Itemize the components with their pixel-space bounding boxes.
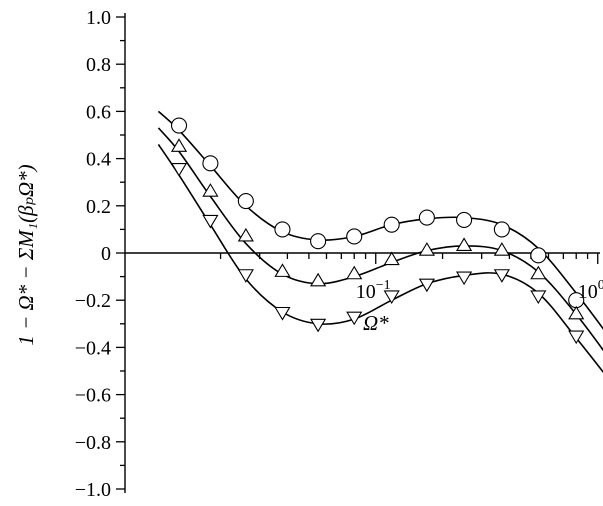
- triangle-down-marker: [170, 162, 188, 177]
- triangle-up-marker: [170, 138, 188, 152]
- triangle-up-marker: [383, 251, 400, 266]
- triangle-down-marker: [202, 214, 219, 229]
- y-tick-label: −1.0: [75, 479, 111, 501]
- y-tick-label: 0.4: [86, 149, 111, 171]
- circle-marker: [237, 193, 254, 210]
- triangle-down-marker: [455, 271, 473, 286]
- y-tick-label: 0.2: [86, 196, 111, 218]
- x-tick-label: 10−1: [356, 278, 391, 303]
- triangle-up-marker: [202, 183, 219, 197]
- circle-marker: [383, 216, 400, 233]
- triangle-up-marker: [274, 263, 291, 277]
- axes-group: [116, 13, 600, 493]
- triangle-down-marker: [568, 330, 585, 345]
- x-tick-label: 100: [578, 278, 603, 303]
- x-axis-title: Ω*: [363, 311, 389, 335]
- triangle-down-marker: [274, 306, 291, 321]
- triangle-down-marker: [418, 278, 435, 293]
- triangle-up-marker: [568, 305, 585, 320]
- y-tick-label: 0.8: [86, 54, 111, 76]
- circle-marker: [346, 228, 363, 245]
- triangle-down-marker: [310, 318, 327, 333]
- triangle-down-marker: [346, 311, 363, 326]
- triangle-down-marker: [493, 269, 510, 283]
- triangle-up-marker: [493, 242, 510, 256]
- labels-group: 1.0 0.8 0.6 0.4 0.2 0 −0.2 −0.4 −0.6 −0.8 −1.0 10−1…: [14, 7, 603, 501]
- circle-marker: [418, 209, 435, 226]
- circle-marker: [170, 117, 188, 134]
- circle-marker: [274, 221, 291, 238]
- markers-group: [170, 117, 585, 345]
- y-tick-label: −0.4: [75, 337, 111, 359]
- circle-marker: [310, 233, 327, 250]
- triangle-up-marker: [310, 272, 327, 287]
- y-tick-label: −0.2: [75, 290, 111, 312]
- triangle-down-marker: [383, 290, 400, 305]
- triangle-up-marker: [530, 265, 547, 280]
- triangle-up-marker: [418, 242, 435, 256]
- y-tick-label: 1.0: [86, 7, 111, 29]
- circle-marker: [456, 211, 473, 229]
- triangle-down-marker: [237, 269, 254, 283]
- y-tick-label: 0: [101, 243, 111, 265]
- circle-marker: [530, 247, 547, 264]
- triangle-down-marker: [530, 290, 547, 305]
- circle-marker: [202, 155, 219, 172]
- triangle-up-marker: [237, 227, 254, 242]
- y-axis-title: 1 − Ω* − ΣM₁(βₚΩ*): [14, 164, 38, 345]
- y-tick-label: −0.6: [75, 385, 111, 407]
- triangle-up-marker: [455, 237, 473, 251]
- circle-marker: [493, 221, 510, 238]
- y-tick-label: −0.8: [75, 432, 111, 454]
- triangle-up-marker: [346, 265, 363, 280]
- y-tick-label: 0.6: [86, 101, 111, 123]
